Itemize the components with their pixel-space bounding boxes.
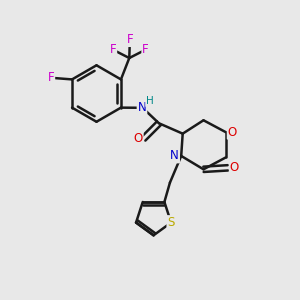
Text: O: O [230,161,239,174]
Text: F: F [127,33,133,46]
Text: F: F [110,43,116,56]
Text: S: S [167,216,175,229]
Text: O: O [134,132,143,145]
Text: F: F [48,71,54,84]
Text: H: H [146,96,154,106]
Text: N: N [138,101,146,114]
Text: O: O [228,126,237,139]
Text: N: N [170,149,179,162]
Text: F: F [142,43,149,56]
